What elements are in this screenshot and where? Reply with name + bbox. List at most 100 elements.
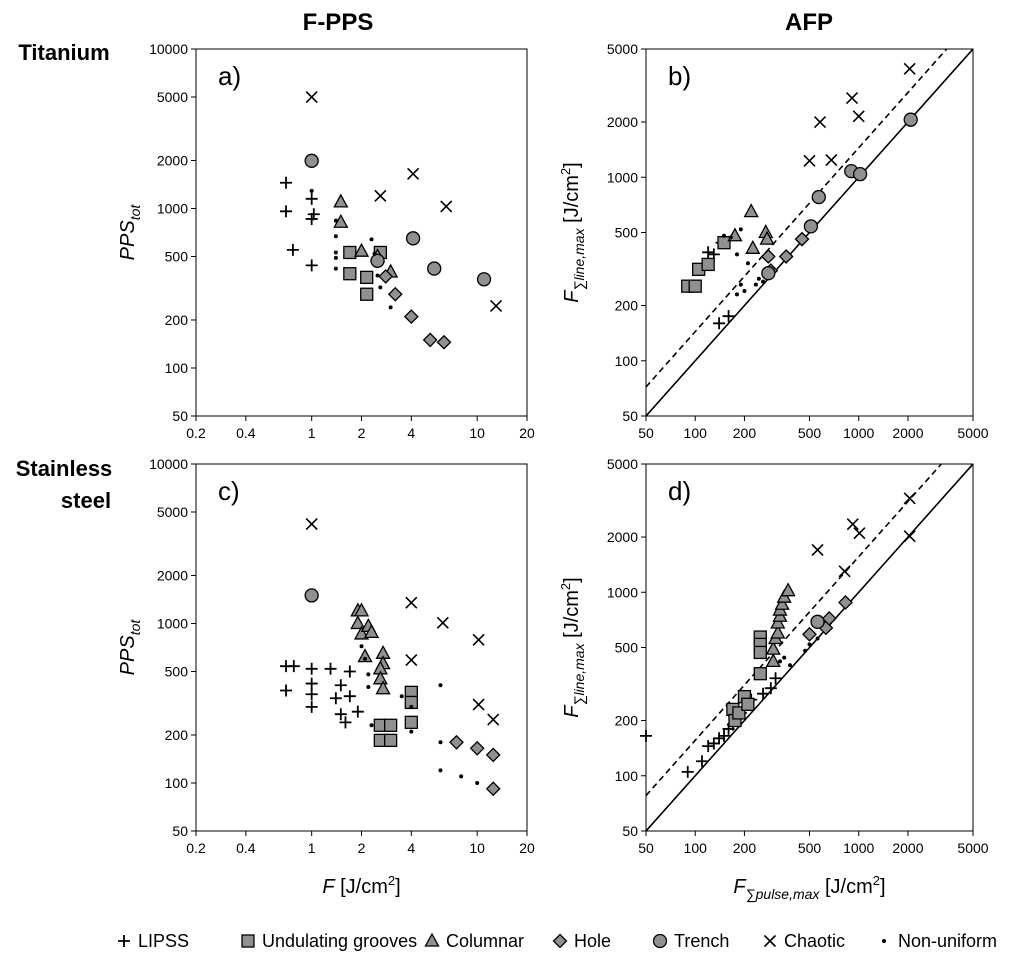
point-dot [788, 663, 793, 668]
point-cross [440, 200, 453, 213]
point-dot [782, 655, 787, 660]
x-tick-label: 20 [519, 840, 535, 856]
point-dot [369, 723, 374, 728]
point-dot [738, 227, 743, 232]
panel-label-c: c) [218, 476, 240, 506]
point-dot [333, 250, 338, 255]
point-cross [852, 110, 865, 123]
point-dot [333, 218, 338, 223]
point-diamond [760, 249, 776, 264]
point-cross [838, 565, 851, 578]
point-plus [287, 660, 300, 673]
x-tick-label: 2 [358, 840, 366, 856]
row-title-stainless-line2: steel [61, 488, 111, 513]
point-dot [438, 683, 443, 688]
point-dot [333, 255, 338, 260]
legend-label: Undulating grooves [262, 931, 417, 951]
point-plus [339, 716, 352, 729]
point-diamond [838, 595, 853, 610]
point-dot [815, 636, 820, 641]
y-tick-label: 500 [165, 664, 189, 680]
point-plus [305, 192, 318, 205]
x-tick-label: 1 [308, 425, 316, 441]
y-tick-label: 5000 [607, 456, 638, 472]
markers-b [681, 62, 918, 330]
x-tick-label: 100 [684, 425, 708, 441]
point-dot [438, 740, 443, 745]
point-plus [305, 688, 318, 701]
point-plus [769, 672, 782, 685]
point-plus [764, 682, 777, 695]
x-tick-label: 5000 [957, 840, 988, 856]
point-dot [369, 237, 374, 242]
point-circle [476, 272, 492, 287]
y-tick-label: 200 [615, 713, 639, 729]
y-tick-label: 2000 [607, 529, 638, 545]
point-square [383, 733, 398, 748]
point-circle [761, 266, 776, 281]
point-plus [757, 687, 770, 700]
y-tick-label: 10000 [149, 41, 188, 57]
point-square [753, 667, 767, 681]
point-plus [718, 729, 731, 742]
reference-line-dashed-b [646, 49, 948, 388]
point-dot [734, 252, 739, 257]
legend-marker-dot [882, 939, 886, 943]
point-dot [475, 780, 480, 785]
point-dot [738, 282, 743, 287]
legend-label: Non-uniform [898, 931, 997, 951]
y-axis-label-c: PPStot [117, 619, 143, 676]
x-tick-label: 500 [798, 840, 822, 856]
point-dot [728, 235, 733, 240]
y-tick-label: 100 [165, 360, 189, 376]
point-cross [405, 653, 418, 667]
point-dot [409, 704, 414, 709]
x-tick-label: 4 [407, 425, 415, 441]
x-tick-label: 200 [733, 425, 757, 441]
legend-label: Columnar [446, 931, 524, 951]
reference-line-dashed-d [646, 464, 942, 797]
point-dot [722, 233, 727, 238]
x-axis-label-c: F [J/cm2] [322, 873, 400, 898]
point-diamond [778, 249, 794, 264]
point-dot [363, 656, 368, 661]
y-tick-label: 2000 [607, 114, 638, 130]
legend-label: LIPSS [138, 931, 189, 951]
x-tick-label: 1000 [843, 425, 874, 441]
point-triangle [745, 239, 761, 254]
row-title-titanium: Titanium [18, 40, 109, 65]
markers-a [280, 90, 503, 350]
point-cross [845, 92, 859, 105]
y-tick-label: 200 [165, 312, 189, 328]
point-cross [305, 90, 318, 104]
point-plus [305, 662, 318, 675]
y-tick-label: 500 [615, 225, 639, 241]
point-triangle [350, 615, 366, 630]
point-triangle [765, 653, 781, 668]
point-triangle [353, 242, 370, 257]
point-dot [366, 684, 371, 689]
point-circle [427, 261, 442, 276]
x-tick-label: 0.4 [236, 425, 256, 441]
point-cross [903, 62, 916, 75]
legend-marker-cross [763, 934, 777, 948]
markers-d [640, 492, 916, 778]
y-tick-label: 1000 [157, 615, 188, 631]
point-dot [753, 282, 758, 287]
point-plus [334, 679, 347, 692]
point-cross [903, 492, 916, 505]
point-circle [903, 112, 918, 127]
legend-marker-square [241, 934, 255, 948]
point-cross [405, 596, 418, 609]
markers-c [280, 518, 501, 797]
point-plus [707, 737, 720, 750]
point-triangle [375, 680, 391, 695]
legend-label: Chaotic [784, 931, 845, 951]
point-triangle [774, 595, 790, 610]
y-tick-label: 1000 [157, 200, 188, 216]
y-tick-label: 1000 [607, 169, 638, 185]
point-circle [811, 189, 826, 205]
point-plus [681, 765, 694, 778]
point-dot [372, 251, 377, 256]
